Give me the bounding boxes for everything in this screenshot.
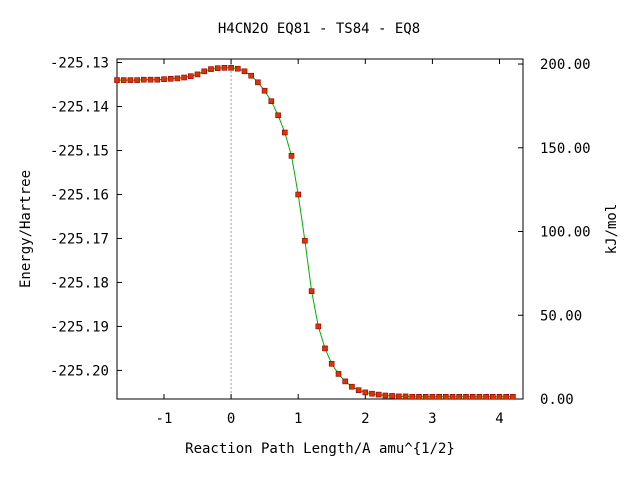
data-point <box>503 393 510 400</box>
data-point <box>141 76 147 83</box>
data-point <box>409 393 416 400</box>
data-point <box>382 392 389 399</box>
x-axis-title: Reaction Path Length/A amu^{1/2} <box>185 441 455 457</box>
data-point <box>161 76 167 82</box>
data-point <box>228 65 234 71</box>
data-point <box>308 288 315 295</box>
y2-tick-label: 200.00 <box>540 57 591 73</box>
data-point <box>221 65 228 71</box>
y-tick-label: -225.18 <box>50 275 109 291</box>
x-tick-label: 4 <box>495 411 503 427</box>
y2-tick-label: 150.00 <box>540 141 591 157</box>
data-point <box>456 393 463 400</box>
data-point <box>436 393 442 400</box>
y-axis-title: Energy/Hartree <box>18 170 34 288</box>
data-point <box>315 323 322 330</box>
data-point <box>181 74 187 81</box>
x-tick-label: 1 <box>294 411 302 427</box>
data-point <box>295 191 302 198</box>
energy-series-line <box>117 67 513 398</box>
data-point <box>147 76 154 83</box>
data-point <box>194 71 201 78</box>
data-point <box>476 393 483 400</box>
data-point <box>208 66 214 72</box>
data-point <box>322 345 328 352</box>
data-point <box>174 75 181 82</box>
data-point <box>369 390 375 397</box>
data-point <box>510 393 516 400</box>
data-point <box>281 129 288 136</box>
y-tick-label: -225.16 <box>50 187 109 203</box>
data-point <box>134 77 140 83</box>
x-tick-label: 3 <box>428 411 436 427</box>
y-tick-label: -225.13 <box>50 56 109 72</box>
y-axis-right: 200.00 150.00 100.00 50.00 0.00 <box>518 57 591 408</box>
x-tick-label: 0 <box>227 411 235 427</box>
y-tick-label: -225.19 <box>50 319 109 335</box>
energy-series-points <box>114 65 516 400</box>
data-point <box>489 393 496 400</box>
data-point <box>114 77 120 83</box>
y-tick-label: -225.14 <box>50 100 109 116</box>
x-axis: -1 0 1 2 3 4 <box>156 59 504 427</box>
x-tick-label: 2 <box>361 411 369 427</box>
data-point <box>483 393 489 400</box>
data-point <box>241 68 248 75</box>
data-point <box>355 387 362 394</box>
data-point <box>422 393 429 400</box>
data-point <box>235 65 241 72</box>
x-tick-label: -1 <box>156 411 173 427</box>
y2-tick-label: 100.00 <box>540 225 591 241</box>
data-point <box>328 360 335 367</box>
y2-tick-label: 50.00 <box>540 308 582 324</box>
data-point <box>335 371 342 377</box>
data-point <box>463 393 469 400</box>
data-point <box>496 393 503 400</box>
data-point <box>449 393 456 400</box>
y-tick-label: -225.17 <box>50 231 109 247</box>
data-point <box>248 72 254 79</box>
y-axis-left: -225.13 -225.14 -225.15 -225.16 -225.17 -225.… <box>50 56 122 379</box>
data-point <box>268 98 275 104</box>
y-tick-label: -225.15 <box>50 143 109 159</box>
data-point <box>127 77 134 83</box>
data-point <box>201 68 207 75</box>
plot-frame <box>116 58 524 400</box>
y-tick-label: -225.20 <box>50 363 109 379</box>
data-point <box>342 378 349 385</box>
data-point <box>188 73 194 79</box>
data-point <box>288 153 295 159</box>
data-point <box>469 393 476 400</box>
data-point <box>362 389 369 396</box>
data-point <box>214 65 221 71</box>
data-point <box>375 391 382 398</box>
y2-axis-title: kJ/mol <box>604 204 620 255</box>
chart-title: H4CN2O EQ81 - TS84 - EQ8 <box>218 21 420 37</box>
data-point <box>396 393 402 400</box>
data-point <box>120 77 127 83</box>
data-point <box>389 393 395 399</box>
data-point <box>429 393 436 400</box>
y2-tick-label: 0.00 <box>540 392 574 408</box>
data-point <box>261 87 268 94</box>
data-point <box>255 79 261 86</box>
data-point <box>154 76 161 83</box>
data-point <box>275 112 281 119</box>
data-point <box>402 393 409 400</box>
data-point <box>167 76 174 82</box>
data-point <box>302 237 308 244</box>
data-point <box>442 393 449 400</box>
data-point <box>349 383 355 390</box>
data-point <box>416 393 422 400</box>
